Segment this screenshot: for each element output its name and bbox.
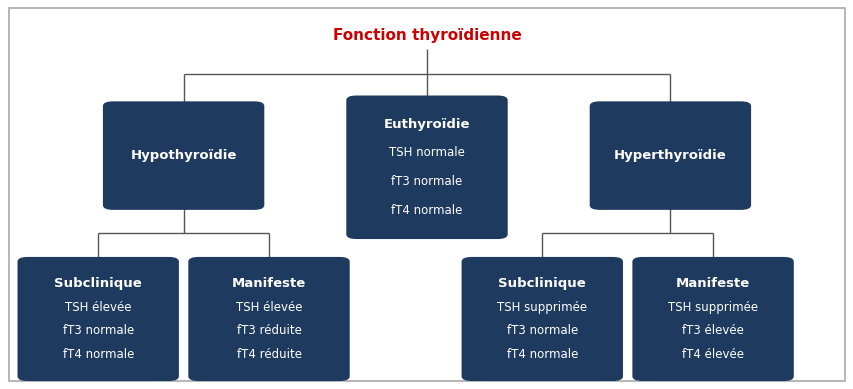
Text: fT4 réduite: fT4 réduite (236, 348, 301, 361)
FancyBboxPatch shape (346, 96, 507, 239)
Text: fT3 normale: fT3 normale (391, 175, 462, 188)
FancyBboxPatch shape (461, 257, 623, 381)
Text: fT4 normale: fT4 normale (391, 204, 462, 217)
Text: TSH élevée: TSH élevée (235, 301, 302, 314)
FancyBboxPatch shape (103, 102, 264, 210)
FancyBboxPatch shape (188, 257, 350, 381)
Text: Manifeste: Manifeste (676, 277, 749, 290)
Text: Subclinique: Subclinique (55, 277, 142, 290)
Text: TSH supprimée: TSH supprimée (496, 301, 587, 314)
Text: TSH supprimée: TSH supprimée (667, 301, 757, 314)
Text: Hypothyroïdie: Hypothyroïdie (131, 149, 236, 162)
Text: TSH élevée: TSH élevée (65, 301, 131, 314)
FancyBboxPatch shape (631, 257, 793, 381)
Text: fT4 normale: fT4 normale (62, 348, 134, 361)
Text: fT3 normale: fT3 normale (62, 324, 134, 337)
Text: Hyperthyroïdie: Hyperthyroïdie (613, 149, 726, 162)
Text: fT3 normale: fT3 normale (506, 324, 577, 337)
Text: fT3 élevée: fT3 élevée (682, 324, 743, 337)
Text: Manifeste: Manifeste (232, 277, 305, 290)
Text: Subclinique: Subclinique (498, 277, 585, 290)
Text: TSH normale: TSH normale (389, 146, 464, 159)
Text: Euthyroïdie: Euthyroïdie (383, 118, 470, 131)
Text: fT4 élevée: fT4 élevée (682, 348, 743, 361)
Text: fT4 normale: fT4 normale (506, 348, 577, 361)
Text: Fonction thyroïdienne: Fonction thyroïdienne (332, 28, 521, 42)
FancyBboxPatch shape (17, 257, 179, 381)
Text: fT3 réduite: fT3 réduite (236, 324, 301, 337)
FancyBboxPatch shape (589, 102, 751, 210)
